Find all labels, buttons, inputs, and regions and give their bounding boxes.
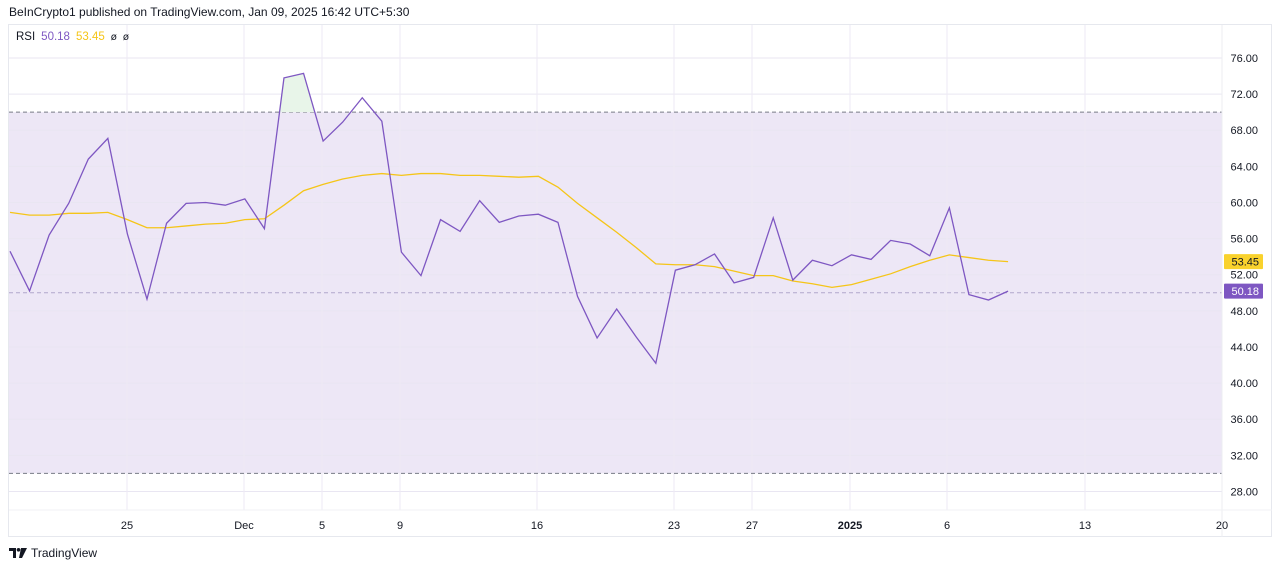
price-axis-label: 68.00 — [1230, 125, 1258, 137]
price-axis-label: 36.00 — [1230, 414, 1258, 426]
time-axis-label: 27 — [746, 520, 758, 532]
price-axis-label: 76.00 — [1230, 53, 1258, 65]
rsi-price-tag: 50.18 — [1231, 286, 1259, 298]
rsi-value: 50.18 — [41, 31, 70, 43]
time-axis-label: 16 — [531, 520, 543, 532]
ma-price-tag-bg — [1224, 254, 1263, 270]
ma-line[interactable] — [9, 172, 1009, 289]
time-axis-label: 6 — [944, 520, 950, 532]
chart-frame — [8, 24, 1272, 537]
price-axis-label: 44.00 — [1230, 342, 1258, 354]
price-axis-label: 64.00 — [1230, 161, 1258, 173]
indicator-legend[interactable]: RSI 50.18 53.45 ø ø — [16, 31, 129, 43]
price-axis-label: 32.00 — [1230, 450, 1258, 462]
price-axis-label: 56.00 — [1230, 234, 1258, 246]
brand-name: TradingView — [31, 546, 98, 560]
rsi-price-tag-bg — [1224, 283, 1263, 299]
time-axis-label: 20 — [1216, 520, 1228, 532]
tradingview-logo-icon — [9, 548, 27, 558]
publish-attribution: BeInCrypto1 published on TradingView.com… — [9, 5, 410, 19]
time-axis-label: 23 — [668, 520, 680, 532]
ma-value: 53.45 — [75, 31, 105, 43]
tradingview-branding[interactable]: TradingView — [9, 546, 97, 560]
rsi-line[interactable] — [9, 72, 1009, 365]
time-axis-label: Dec — [234, 520, 254, 532]
na-value-2: ø — [122, 31, 129, 43]
time-axis-label: 25 — [121, 520, 133, 532]
price-axis-label: 60.00 — [1230, 197, 1258, 209]
na-value-1: ø — [110, 31, 117, 43]
time-axis-label: 2025 — [838, 520, 862, 532]
time-axis-label: 5 — [319, 520, 325, 532]
time-axis-label: 9 — [397, 520, 403, 532]
price-axis-label: 40.00 — [1230, 378, 1258, 390]
price-axis-label: 52.00 — [1230, 270, 1258, 282]
ma-price-tag: 53.45 — [1231, 257, 1259, 269]
price-axis-label: 72.00 — [1230, 89, 1258, 101]
time-axis-label: 13 — [1079, 520, 1091, 532]
indicator-name: RSI — [16, 31, 36, 43]
price-axis-label: 48.00 — [1230, 306, 1258, 318]
price-axis-label: 28.00 — [1230, 486, 1258, 498]
